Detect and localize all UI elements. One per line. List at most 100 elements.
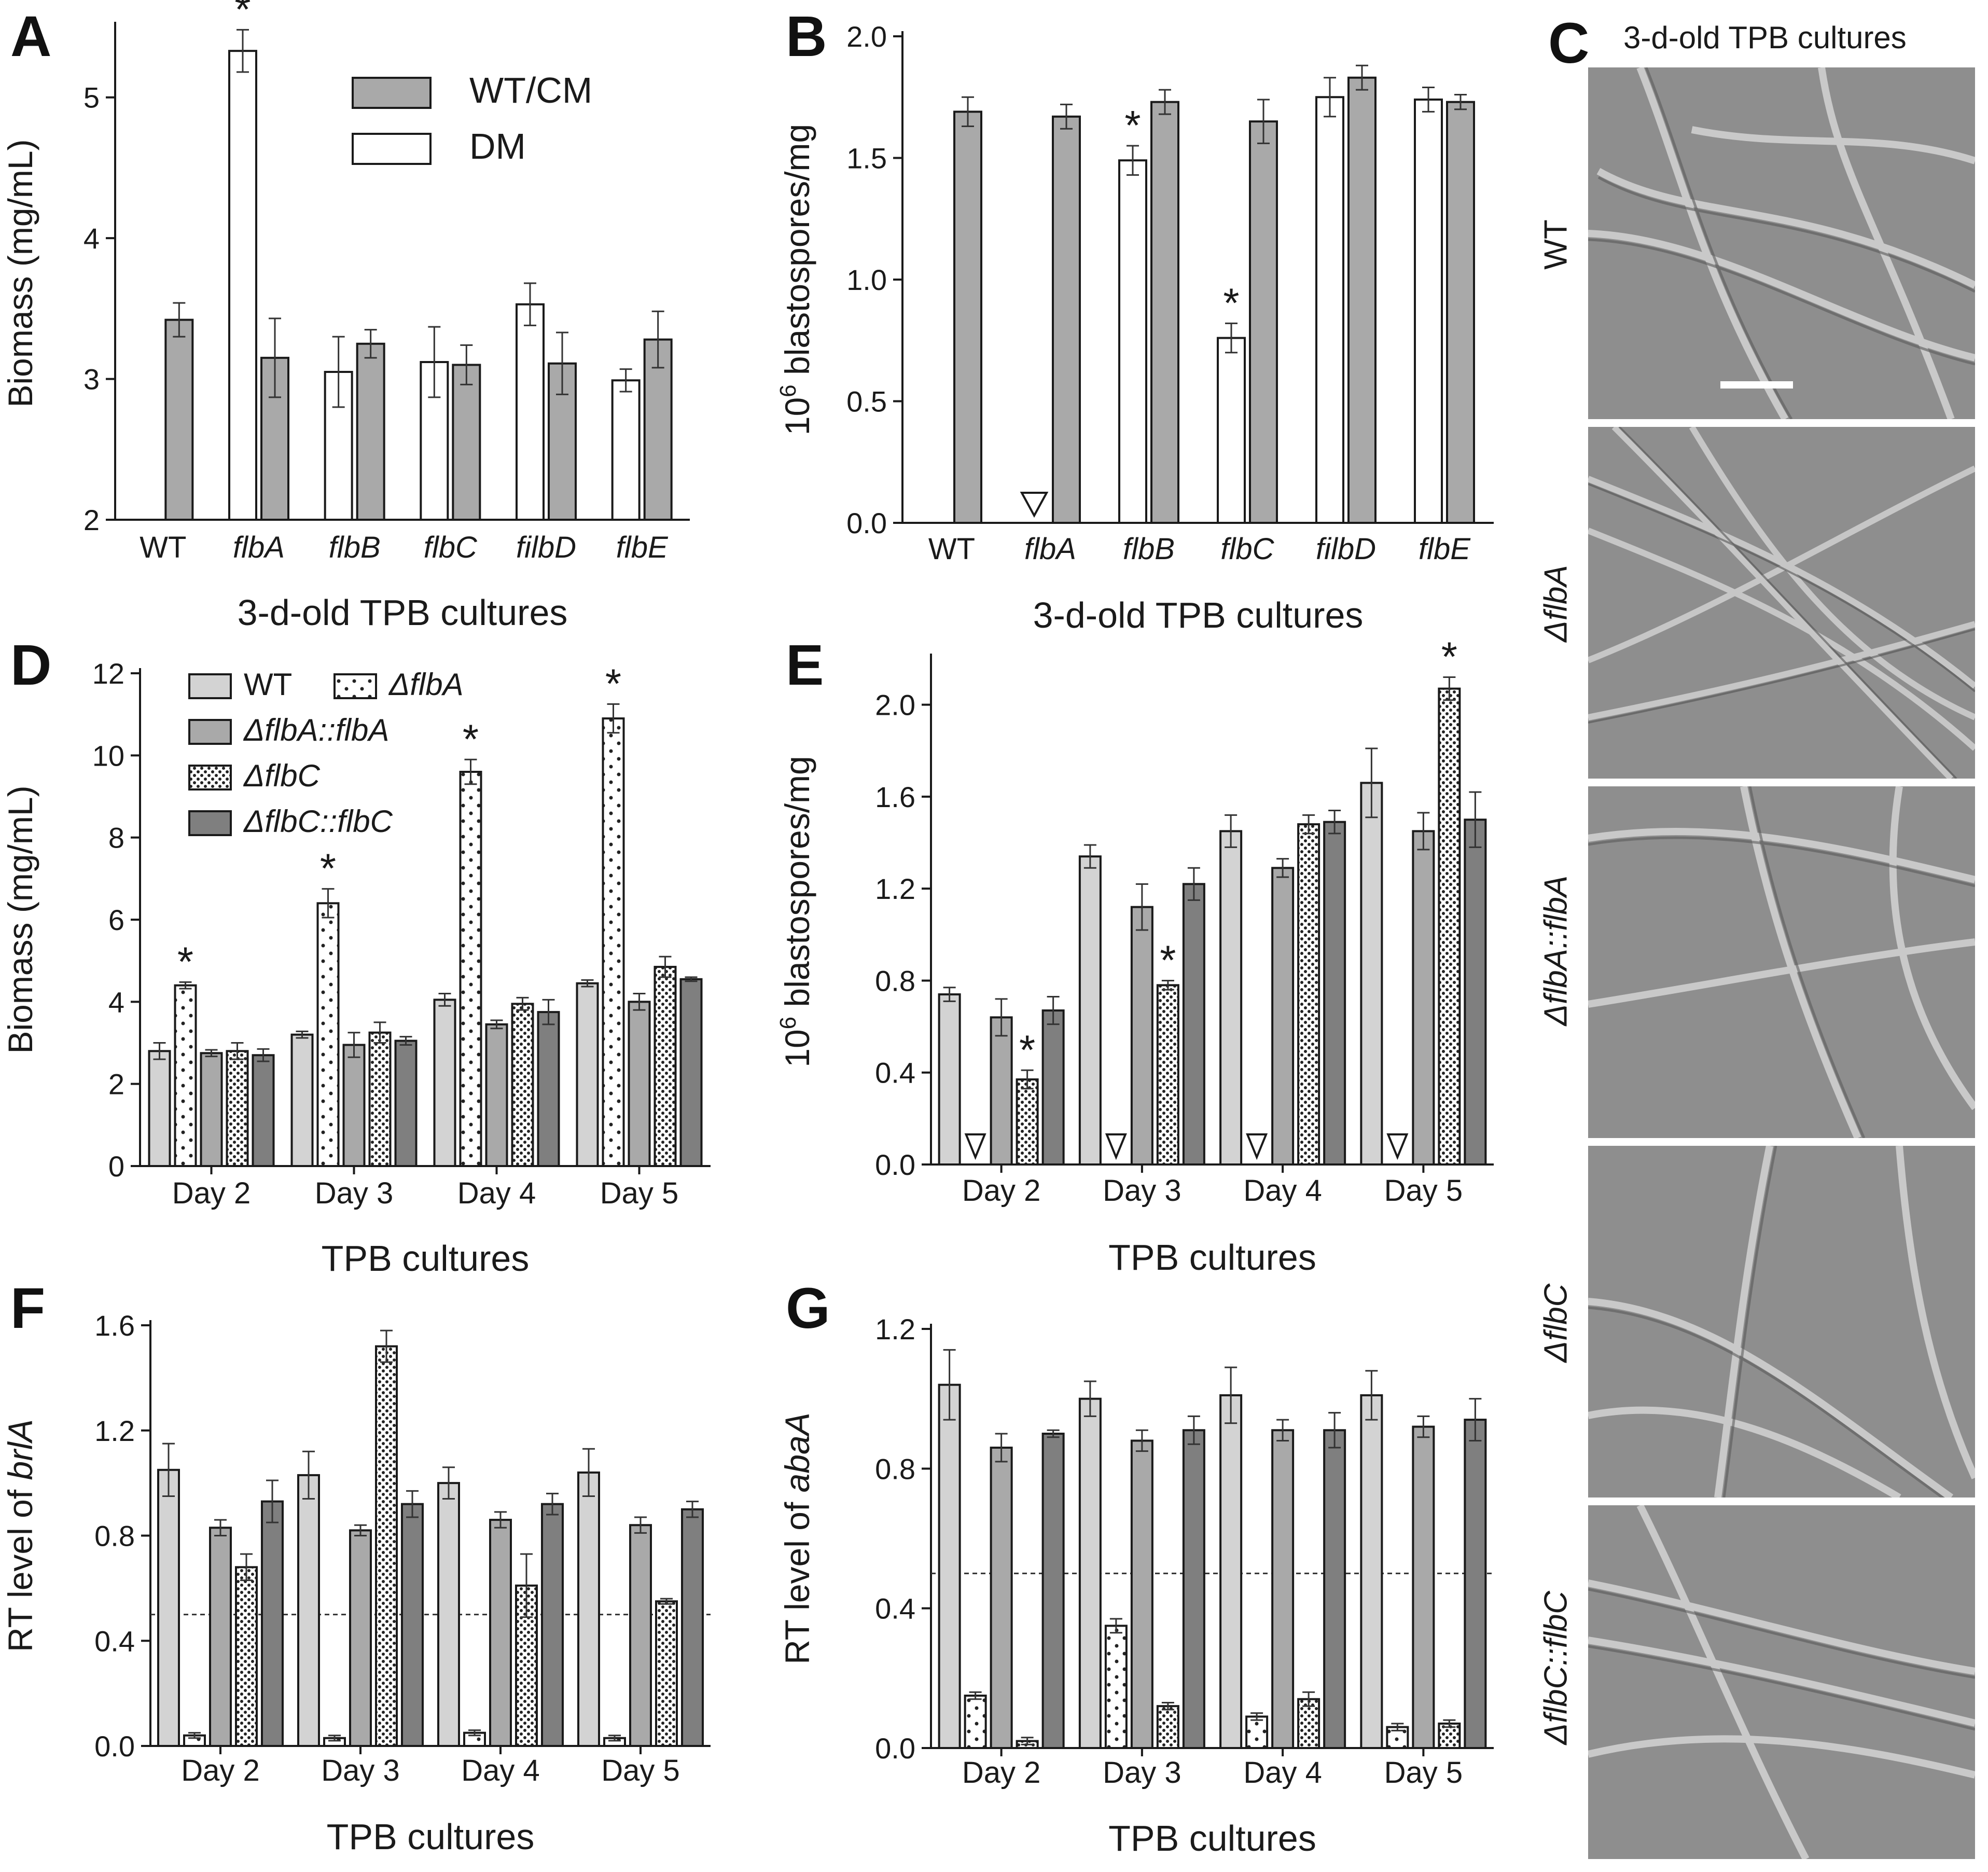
bar xyxy=(1182,883,1205,1166)
bar xyxy=(990,1016,1013,1166)
x-tick-label: flbA xyxy=(233,531,285,564)
chart-panel-b: B 0.0 0.5 1.0 1.5 2.0 106 blastospores/mg 3-d-o… xyxy=(775,5,1494,635)
bar xyxy=(226,1050,249,1168)
bar xyxy=(1297,1698,1320,1750)
y-tick-label: 0.0 xyxy=(875,1732,915,1765)
x-tick-label: flbC xyxy=(1220,532,1274,566)
bar xyxy=(1438,1722,1461,1750)
bar xyxy=(433,999,456,1167)
bar xyxy=(1414,98,1443,524)
y-tick-label: 2 xyxy=(84,504,100,536)
hyphae-texture xyxy=(1588,67,1975,419)
bar xyxy=(628,1001,651,1168)
bar xyxy=(964,1695,987,1749)
chart-panel-e: E 0.0 0.4 0.8 1.2 1.6 2.0 106 blastospores/mg TP… xyxy=(775,633,1494,1278)
bar xyxy=(576,982,599,1168)
y-axis-title: RT level of brlA xyxy=(1,1419,39,1652)
bar xyxy=(1104,1625,1128,1749)
x-tick-label: flbC xyxy=(424,531,478,564)
x-tick-label: Day 2 xyxy=(172,1176,251,1210)
bar xyxy=(1041,1433,1065,1749)
bar xyxy=(1412,830,1435,1166)
legend-swatch xyxy=(188,673,232,699)
y-tick-label: 10 xyxy=(92,739,124,772)
no-spores-marker xyxy=(1246,1133,1268,1160)
micrograph-dflbc-flbc xyxy=(1588,1505,1975,1859)
x-tick-label: filbD xyxy=(516,531,576,564)
bar xyxy=(485,1023,508,1167)
hyphae-texture xyxy=(1588,1505,1975,1859)
bar xyxy=(261,1500,284,1747)
bar xyxy=(511,1003,534,1167)
y-tick-label: 5 xyxy=(84,81,100,114)
y-tick-label: 4 xyxy=(108,986,124,1018)
chart-panel-d: D 0 2 4 6 8 10 12 Biomass (mg/mL) TPB cultures Day… xyxy=(1,633,711,1279)
bar xyxy=(1217,337,1246,524)
y-tick-label: 1.5 xyxy=(846,142,887,175)
bar xyxy=(1464,1419,1487,1749)
panel-letter: A xyxy=(10,5,51,68)
y-tick-label: 0.4 xyxy=(94,1625,135,1657)
y-axis-title: 106 blastospores/mg xyxy=(775,124,816,435)
legend-label: ΔflbA::flbA xyxy=(243,713,389,747)
bar xyxy=(452,364,481,521)
x-tick-label: Day 3 xyxy=(315,1176,394,1210)
bar xyxy=(1438,687,1461,1166)
legend-label: ΔflbA xyxy=(388,667,464,702)
x-tick-label: flbE xyxy=(1419,532,1471,566)
y-tick-label: 0.8 xyxy=(875,1452,915,1485)
chart-panel-g: G 0.0 0.4 0.8 1.2 RT level of abaA TPB culture… xyxy=(778,1277,1494,1859)
chart-panel-a: A 2 3 4 5 Biomass (mg/mL) 3-d-old TPB cultures… xyxy=(1,0,690,633)
bar xyxy=(1323,1429,1346,1749)
y-tick-label: 3 xyxy=(84,363,100,396)
bar xyxy=(1041,1009,1065,1166)
y-tick-label: 0.0 xyxy=(846,507,887,539)
y-tick-label: 0.0 xyxy=(94,1730,135,1763)
bar xyxy=(1297,823,1320,1166)
bar xyxy=(459,771,482,1167)
significance-star: * xyxy=(1124,102,1141,148)
x-tick-label: flbE xyxy=(616,531,669,564)
bar xyxy=(489,1519,512,1747)
y-tick-label: 2.0 xyxy=(846,20,887,53)
bar xyxy=(679,978,703,1167)
bar xyxy=(356,342,385,521)
panel-letter: B xyxy=(786,5,827,68)
hyphae-texture xyxy=(1588,427,1975,779)
x-tick-label: flbA xyxy=(1024,532,1076,566)
bar xyxy=(681,1508,704,1747)
y-tick-label: 1.2 xyxy=(875,872,915,905)
micrograph-dflba-flba xyxy=(1588,786,1975,1138)
legend-swatch xyxy=(188,765,232,791)
bar xyxy=(290,1033,314,1167)
bar xyxy=(1219,1394,1243,1749)
bar xyxy=(1078,1397,1102,1750)
no-spores-marker xyxy=(1386,1133,1409,1160)
y-axis-title: RT level of abaA xyxy=(778,1412,816,1665)
legend-label: WT xyxy=(244,667,292,702)
significance-star: * xyxy=(1223,280,1239,326)
bar xyxy=(420,361,449,521)
bar xyxy=(1130,1439,1153,1749)
y-tick-label: 0.0 xyxy=(875,1148,915,1181)
bar xyxy=(516,303,545,521)
bar xyxy=(654,966,677,1167)
no-spores-marker xyxy=(1105,1133,1127,1160)
bar xyxy=(1271,1429,1295,1749)
y-tick-label: 0.5 xyxy=(846,385,887,418)
x-axis-title: 3-d-old TPB cultures xyxy=(1033,595,1364,635)
x-tick-label: Day 4 xyxy=(461,1754,540,1787)
x-tick-label: WT xyxy=(928,532,975,566)
bar xyxy=(1271,867,1295,1166)
panel-letter: D xyxy=(10,633,51,697)
x-tick-label: Day 5 xyxy=(601,1754,680,1787)
legend-label: ΔflbC xyxy=(243,758,321,793)
y-tick-label: 1.0 xyxy=(846,264,887,296)
bar xyxy=(1130,906,1153,1166)
legend: WT/CM DM xyxy=(352,70,592,167)
x-axis-title: TPB cultures xyxy=(322,1238,530,1279)
y-tick-label: 12 xyxy=(92,657,124,690)
bar xyxy=(401,1503,424,1748)
bar xyxy=(1156,1705,1179,1749)
